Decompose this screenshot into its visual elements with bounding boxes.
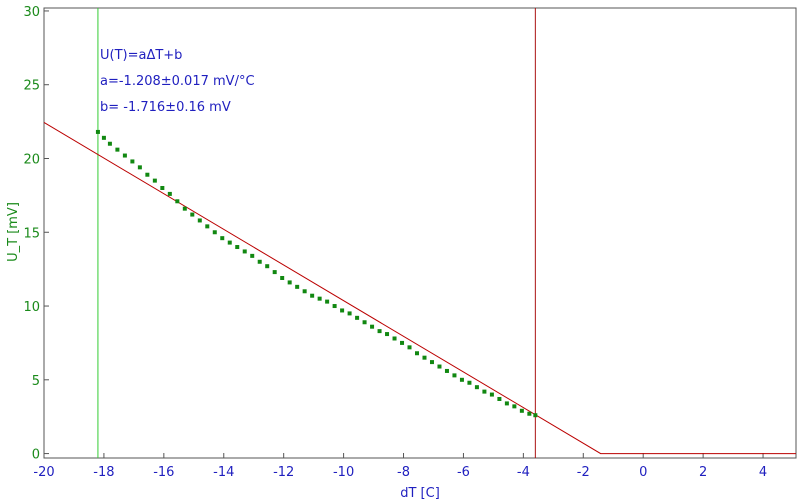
data-point (280, 276, 285, 280)
data-point (467, 380, 472, 385)
y-tick-label: 30 (23, 5, 40, 20)
x-tick-label: -14 (213, 465, 234, 480)
data-point (385, 332, 390, 337)
data-point (444, 368, 449, 373)
y-tick-label: 10 (23, 300, 40, 315)
x-tick-label: -2 (577, 465, 590, 480)
data-point (101, 135, 106, 140)
data-point (452, 373, 457, 378)
data-point (332, 304, 337, 309)
data-point (325, 299, 330, 304)
data-point (310, 293, 315, 298)
data-point (242, 249, 247, 254)
x-tick-label: -16 (153, 465, 174, 480)
data-point (392, 336, 397, 341)
data-point (250, 253, 255, 258)
y-tick-label: 25 (23, 79, 40, 94)
data-point (227, 240, 232, 245)
y-tick-label: 20 (23, 152, 40, 167)
x-tick-label: -8 (397, 465, 410, 480)
data-point (415, 351, 420, 356)
data-point (167, 191, 172, 196)
data-point (377, 329, 382, 334)
data-point (152, 178, 157, 183)
data-point (115, 147, 120, 152)
data-point (197, 218, 202, 223)
data-point (504, 401, 509, 406)
data-point (205, 224, 210, 229)
data-point (302, 289, 307, 294)
x-tick-label: -6 (457, 465, 470, 480)
data-point (400, 340, 405, 345)
data-point (340, 308, 345, 313)
data-point (347, 311, 352, 316)
y-axis-label: U_T [mV] (6, 202, 21, 262)
data-point (429, 360, 434, 365)
data-point (190, 212, 195, 217)
x-tick-label: -4 (517, 465, 530, 480)
x-tick-label: -18 (93, 465, 114, 480)
data-point (287, 280, 292, 285)
data-point (145, 172, 150, 177)
data-points (95, 129, 538, 418)
data-point (422, 355, 427, 360)
data-point (272, 270, 277, 275)
data-point (107, 141, 112, 146)
data-point (160, 186, 165, 190)
x-tick-label: -10 (333, 465, 354, 480)
data-point (533, 413, 538, 418)
x-tick-label: 4 (759, 465, 767, 480)
fit-slope: a=-1.208±0.017 mV/°C (100, 74, 255, 89)
fit-intercept: b= -1.716±0.16 mV (100, 100, 231, 115)
data-point (235, 245, 240, 250)
data-point (519, 408, 524, 413)
x-tick-label: 0 (639, 465, 647, 480)
fit-line (43, 122, 796, 455)
data-point (482, 389, 487, 394)
y-axis-ticks: 0 5 10 15 20 25 30 (23, 5, 49, 463)
data-point (130, 159, 135, 164)
data-point (474, 385, 479, 390)
data-point (265, 264, 270, 269)
fit-equation: U(T)=aΔT+b (100, 48, 182, 63)
data-point (182, 206, 187, 211)
plot-frame (43, 7, 797, 459)
data-point (122, 153, 127, 158)
data-point (317, 296, 322, 301)
data-point (497, 396, 502, 401)
x-axis-label: dT [C] (400, 486, 440, 501)
data-point (459, 377, 464, 382)
data-point (407, 345, 412, 350)
data-point (212, 230, 217, 235)
data-point (437, 364, 442, 369)
x-axis-ticks: -20 -18 -16 -14 -12 -10 -8 -6 -4 -2 0 2 4 (33, 453, 767, 480)
data-point (489, 392, 494, 397)
data-point (355, 315, 360, 320)
x-tick-label: 2 (699, 465, 707, 480)
data-point (175, 199, 180, 204)
data-point (95, 129, 100, 134)
y-tick-label: 0 (32, 448, 40, 463)
x-tick-label: -12 (273, 465, 294, 480)
data-point (257, 259, 262, 264)
x-tick-label: -20 (33, 465, 54, 480)
data-point (512, 404, 517, 409)
data-point (362, 320, 367, 325)
data-point (370, 324, 375, 329)
data-point (527, 411, 532, 416)
data-point (137, 165, 142, 170)
y-tick-label: 15 (23, 226, 40, 241)
data-point (295, 284, 300, 289)
data-point (220, 236, 225, 241)
y-tick-label: 5 (32, 374, 40, 389)
